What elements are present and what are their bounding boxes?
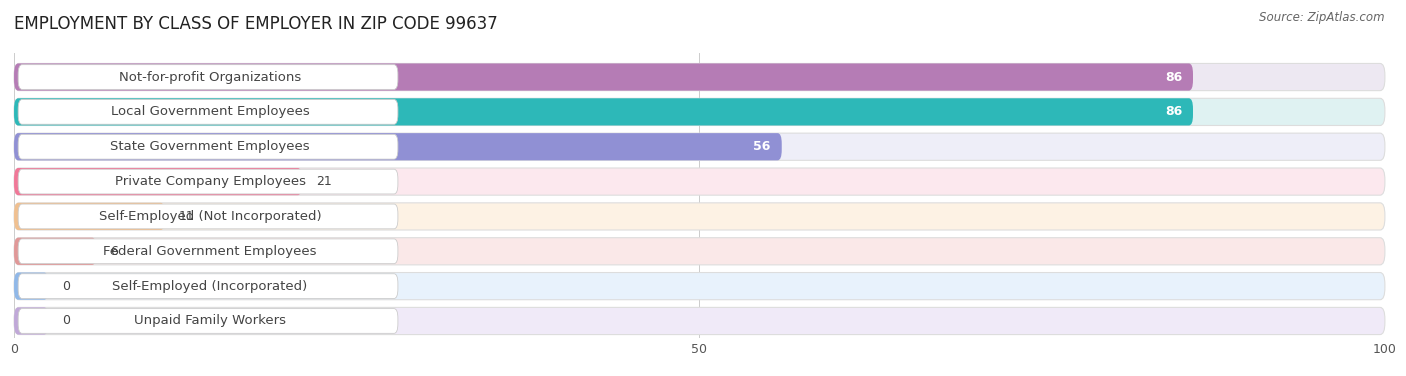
Text: EMPLOYMENT BY CLASS OF EMPLOYER IN ZIP CODE 99637: EMPLOYMENT BY CLASS OF EMPLOYER IN ZIP C…: [14, 15, 498, 33]
FancyBboxPatch shape: [14, 133, 1385, 160]
FancyBboxPatch shape: [14, 98, 1192, 126]
FancyBboxPatch shape: [14, 203, 165, 230]
FancyBboxPatch shape: [18, 204, 398, 229]
Text: 0: 0: [62, 314, 70, 327]
FancyBboxPatch shape: [14, 168, 1385, 195]
FancyBboxPatch shape: [14, 133, 782, 160]
Text: Source: ZipAtlas.com: Source: ZipAtlas.com: [1260, 11, 1385, 24]
Text: Local Government Employees: Local Government Employees: [111, 105, 309, 118]
Text: Federal Government Employees: Federal Government Employees: [104, 245, 316, 258]
FancyBboxPatch shape: [14, 64, 1192, 91]
FancyBboxPatch shape: [18, 134, 398, 159]
Text: 0: 0: [62, 280, 70, 293]
Text: Unpaid Family Workers: Unpaid Family Workers: [134, 314, 285, 327]
FancyBboxPatch shape: [14, 273, 48, 300]
Text: Not-for-profit Organizations: Not-for-profit Organizations: [120, 71, 301, 83]
Text: Private Company Employees: Private Company Employees: [115, 175, 305, 188]
FancyBboxPatch shape: [14, 308, 48, 335]
FancyBboxPatch shape: [14, 308, 1385, 335]
Text: Self-Employed (Incorporated): Self-Employed (Incorporated): [112, 280, 308, 293]
FancyBboxPatch shape: [14, 98, 1385, 126]
FancyBboxPatch shape: [18, 274, 398, 299]
FancyBboxPatch shape: [14, 238, 1385, 265]
Text: 6: 6: [110, 245, 118, 258]
FancyBboxPatch shape: [14, 273, 1385, 300]
FancyBboxPatch shape: [18, 169, 398, 194]
Text: 86: 86: [1164, 71, 1182, 83]
Text: State Government Employees: State Government Employees: [110, 140, 309, 153]
FancyBboxPatch shape: [18, 309, 398, 334]
FancyBboxPatch shape: [18, 239, 398, 264]
Text: 11: 11: [179, 210, 194, 223]
FancyBboxPatch shape: [14, 203, 1385, 230]
Text: 21: 21: [315, 175, 332, 188]
FancyBboxPatch shape: [18, 100, 398, 124]
FancyBboxPatch shape: [18, 65, 398, 89]
FancyBboxPatch shape: [14, 168, 302, 195]
Text: 56: 56: [754, 140, 770, 153]
FancyBboxPatch shape: [14, 238, 96, 265]
Text: Self-Employed (Not Incorporated): Self-Employed (Not Incorporated): [98, 210, 322, 223]
FancyBboxPatch shape: [14, 64, 1385, 91]
Text: 86: 86: [1164, 105, 1182, 118]
